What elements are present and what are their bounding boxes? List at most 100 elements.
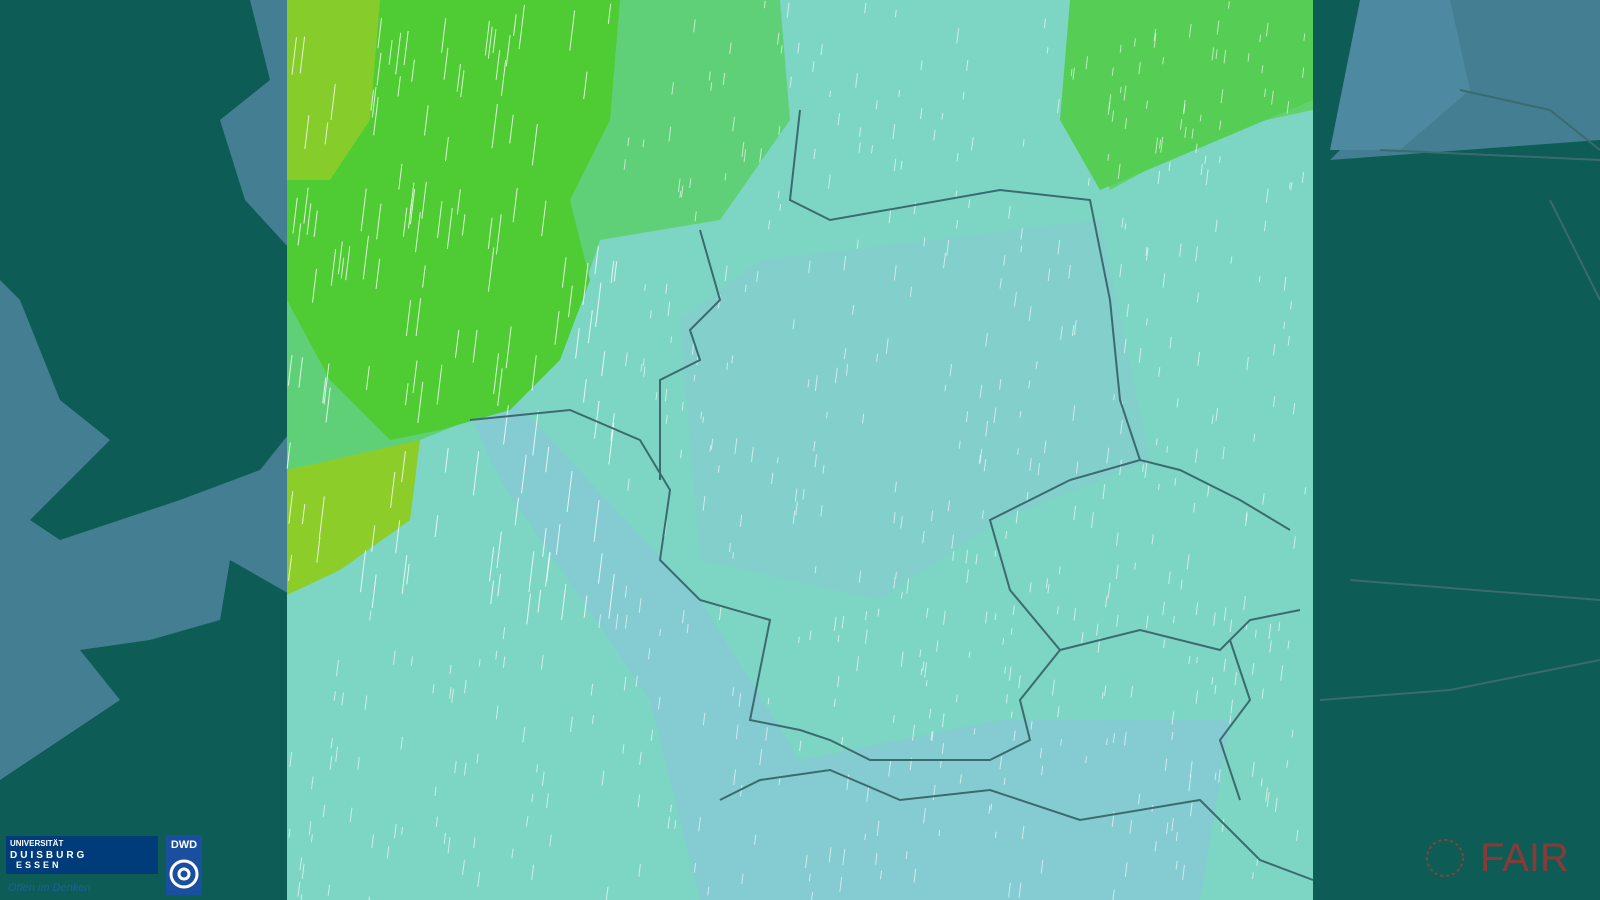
rain-streak bbox=[938, 829, 941, 837]
rain-streak bbox=[638, 597, 642, 614]
rain-streak bbox=[700, 411, 703, 419]
rain-streak bbox=[397, 76, 401, 97]
rain-streak bbox=[369, 610, 372, 621]
rain-streak bbox=[689, 178, 692, 188]
rain-streak bbox=[1012, 605, 1015, 615]
rain-streak bbox=[888, 760, 892, 777]
rain-streak bbox=[808, 873, 811, 882]
rain-streak bbox=[649, 310, 652, 319]
rain-streak bbox=[531, 864, 535, 880]
rain-streak bbox=[894, 481, 897, 493]
rain-streak bbox=[1215, 407, 1219, 422]
university-line1: UNIVERSITÄT bbox=[10, 839, 63, 848]
rain-streak bbox=[441, 18, 447, 53]
rain-streak bbox=[349, 807, 353, 823]
rain-streak bbox=[826, 411, 828, 419]
rain-streak bbox=[1253, 433, 1256, 442]
dwd-icon bbox=[169, 859, 199, 889]
rain-streak bbox=[1096, 623, 1099, 636]
rain-streak bbox=[1229, 715, 1232, 724]
borders bbox=[469, 89, 1600, 881]
rain-streak bbox=[1073, 505, 1077, 521]
overlay-zone bbox=[420, 300, 1230, 900]
rain-streak bbox=[1112, 889, 1115, 900]
rain-streak bbox=[1211, 677, 1214, 685]
rain-streak bbox=[303, 187, 309, 224]
rain-streak bbox=[1119, 45, 1122, 53]
rain-streak bbox=[395, 520, 401, 554]
rain-streak bbox=[729, 42, 732, 55]
rain-streak bbox=[841, 616, 845, 629]
rain-streak bbox=[297, 223, 302, 246]
rain-streak bbox=[1280, 665, 1284, 681]
rain-streak bbox=[665, 415, 668, 424]
rain-streak bbox=[1112, 733, 1116, 744]
rain-streak bbox=[376, 52, 382, 86]
rain-streak bbox=[1195, 143, 1198, 154]
rain-streak bbox=[768, 220, 771, 230]
rain-streak bbox=[1145, 615, 1149, 629]
rain-streak bbox=[362, 235, 369, 280]
rain-streak bbox=[1199, 114, 1202, 122]
rain-streak bbox=[375, 258, 381, 289]
rain-streak bbox=[859, 127, 862, 137]
overlay-zone bbox=[287, 440, 420, 595]
rain-streak bbox=[813, 441, 816, 452]
rain-streak bbox=[1205, 169, 1209, 186]
rain-streak bbox=[497, 573, 501, 597]
rain-streak bbox=[1261, 65, 1264, 74]
rain-streak bbox=[922, 530, 925, 544]
rain-streak bbox=[674, 820, 677, 829]
rain-streak bbox=[756, 271, 759, 283]
rain-streak bbox=[371, 574, 377, 608]
rain-streak bbox=[541, 771, 545, 786]
rain-streak bbox=[1172, 615, 1175, 624]
rain-streak bbox=[301, 863, 305, 879]
border-line bbox=[1218, 639, 1252, 801]
rain-streak bbox=[698, 817, 701, 832]
rain-streak bbox=[925, 680, 928, 687]
rain-streak bbox=[322, 804, 326, 818]
rain-streak bbox=[1171, 732, 1174, 741]
rain-streak bbox=[435, 816, 438, 827]
fair-logo: FAIR bbox=[1426, 836, 1569, 880]
rain-streak bbox=[741, 142, 745, 158]
rain-streak bbox=[436, 364, 443, 405]
rain-streak bbox=[946, 239, 950, 256]
rain-streak bbox=[357, 757, 360, 770]
rain-streak bbox=[289, 752, 293, 767]
rain-streak bbox=[495, 705, 499, 720]
rain-streak bbox=[1252, 872, 1254, 879]
rain-streak bbox=[1214, 684, 1217, 694]
rain-streak bbox=[664, 388, 668, 402]
rain-streak bbox=[956, 153, 959, 162]
rain-streak bbox=[941, 743, 945, 755]
rain-streak bbox=[682, 610, 685, 624]
rain-streak bbox=[1291, 729, 1294, 738]
rain-streak bbox=[623, 676, 627, 691]
rain-streak bbox=[1151, 534, 1154, 545]
rain-streak bbox=[323, 363, 330, 405]
rain-streak bbox=[1115, 564, 1119, 580]
rain-streak bbox=[1017, 448, 1019, 455]
rain-streak bbox=[828, 847, 832, 863]
rain-streak bbox=[1175, 831, 1178, 842]
rain-streak bbox=[1196, 292, 1199, 303]
rain-streak bbox=[1283, 321, 1286, 329]
rain-streak bbox=[1102, 484, 1106, 500]
rain-streak bbox=[330, 84, 336, 120]
rain-streak bbox=[1123, 338, 1127, 354]
rain-streak bbox=[566, 471, 573, 513]
rain-streak bbox=[595, 282, 602, 327]
rain-streak bbox=[526, 593, 531, 625]
rain-streak bbox=[978, 454, 981, 465]
rain-streak bbox=[728, 543, 731, 552]
rain-streak bbox=[833, 616, 837, 632]
rain-streak bbox=[1258, 275, 1261, 283]
rain-streak bbox=[1189, 801, 1193, 817]
rain-streak bbox=[1060, 326, 1063, 340]
rain-streak bbox=[722, 72, 726, 86]
rain-streak bbox=[1043, 18, 1046, 29]
rain-streak bbox=[561, 584, 567, 620]
